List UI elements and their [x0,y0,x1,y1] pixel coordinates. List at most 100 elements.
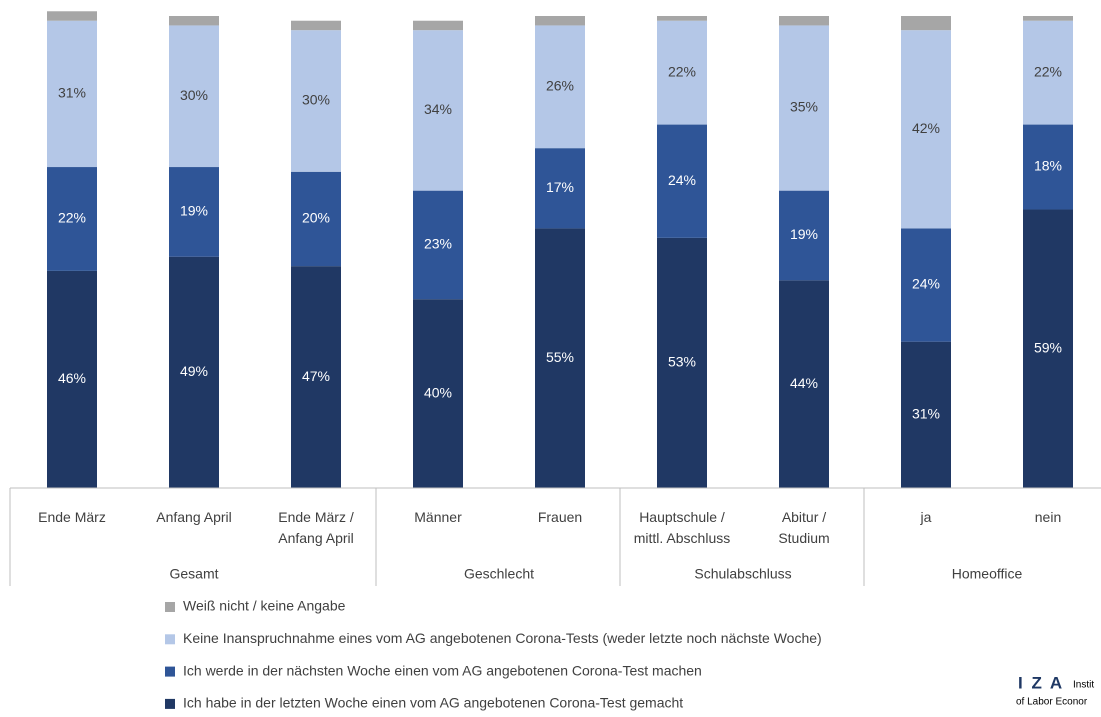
x-tick-label-line: Studium [778,530,829,546]
data-label: 46% [58,370,86,386]
data-label: 17% [546,179,574,195]
data-label: 31% [912,406,940,422]
x-tick-label: Frauen [538,509,582,525]
x-tick-label-line: Abitur / [782,509,826,525]
data-label: 22% [58,210,86,226]
data-label: 20% [302,210,330,226]
bar-segment [291,266,341,488]
x-tick-label-line: nein [1035,509,1061,525]
x-tick-label-line: Hauptschule / [639,509,725,525]
group-label: Geschlecht [464,566,534,582]
bar-segment [291,171,341,267]
data-label: 23% [424,236,452,252]
logo-text: Instit [1073,680,1094,691]
bar-segment [535,148,585,229]
legend-swatch [165,698,175,709]
bar-segment [779,280,829,488]
bar-segment [47,167,97,271]
bar-segment [657,16,707,21]
bar-segment [47,11,97,21]
x-tick-label: Anfang April [156,509,232,525]
bar-segment [901,341,951,488]
data-label: 49% [180,363,208,379]
bar-segment [901,228,951,342]
bar-segment [413,299,463,488]
data-label: 22% [1034,63,1062,79]
bar-segment [47,20,97,168]
x-tick-label-line: Anfang April [156,509,232,525]
legend-label: Weiß nicht / keine Angabe [183,598,346,614]
bar-segment [657,124,707,238]
x-tick-label: nein [1035,509,1061,525]
x-tick-label: Ende März [38,509,106,525]
bar-segment [535,228,585,488]
bar-segment [291,30,341,172]
bar-segment [535,16,585,26]
data-label: 31% [58,85,86,101]
data-label: 22% [668,63,696,79]
data-label: 59% [1034,339,1062,355]
bar-segment [535,25,585,149]
logo-text: of Labor Econor [1016,697,1088,708]
x-tick-label-line: Männer [414,509,462,525]
legend-swatch [165,666,175,677]
bar-segment [169,25,219,168]
data-label: 30% [180,87,208,103]
data-label: 53% [668,354,696,370]
bar-segment [413,20,463,31]
legend-swatch [165,634,175,645]
group-label: Gesamt [169,566,218,582]
bar-segment [1023,16,1073,21]
data-label: 24% [912,276,940,292]
group-label: Schulabschluss [694,566,791,582]
bar-segment [779,16,829,26]
data-label: 35% [790,99,818,115]
group-label: Homeoffice [952,566,1023,582]
x-tick-label-line: Anfang April [278,530,354,546]
bar-segment [1023,209,1073,488]
bar-segment [1023,124,1073,210]
data-label: 30% [302,92,330,108]
data-label: 44% [790,375,818,391]
data-label: 19% [180,203,208,219]
x-tick-label: Abitur / Studium [778,509,829,546]
data-label: 19% [790,226,818,242]
x-tick-label: Hauptschule / mittl. Abschluss [634,509,730,546]
bar-segment [169,256,219,488]
bar-segment [779,190,829,281]
x-tick-label-line: ja [920,509,932,525]
data-label: 18% [1034,158,1062,174]
legend-label: Ich werde in der nächsten Woche einen vo… [183,662,702,678]
data-label: 24% [668,172,696,188]
logo-mark: I Z A [1018,673,1064,692]
bar-segment [169,167,219,257]
data-label: 42% [912,120,940,136]
x-tick-label-line: mittl. Abschluss [634,530,730,546]
bar-segment [413,190,463,300]
x-tick-label-line: Frauen [538,509,582,525]
x-tick-label: Ende März / Anfang April [278,509,354,546]
x-tick-label-line: Ende März / [278,509,354,525]
bar-segment [413,30,463,191]
data-label: 26% [546,78,574,94]
x-tick-label: Männer [414,509,462,525]
data-label: 40% [424,384,452,400]
x-tick-label: ja [920,509,932,525]
bar-segment [169,16,219,26]
x-tick-label-line: Ende März [38,509,106,525]
bar-segment [901,16,951,31]
legend-label: Ich habe in der letzten Woche einen vom … [183,695,683,711]
data-label: 55% [546,349,574,365]
bar-segment [291,20,341,31]
data-label: 34% [424,101,452,117]
bar-segment [1023,20,1073,125]
legend-label: Keine Inanspruchnahme eines vom AG angeb… [183,630,822,646]
bar-segment [47,270,97,488]
data-label: 47% [302,368,330,384]
bar-segment [779,25,829,191]
bar-segment [657,237,707,488]
bar-segment [901,30,951,229]
bar-segment [657,20,707,125]
legend-swatch [165,602,175,612]
